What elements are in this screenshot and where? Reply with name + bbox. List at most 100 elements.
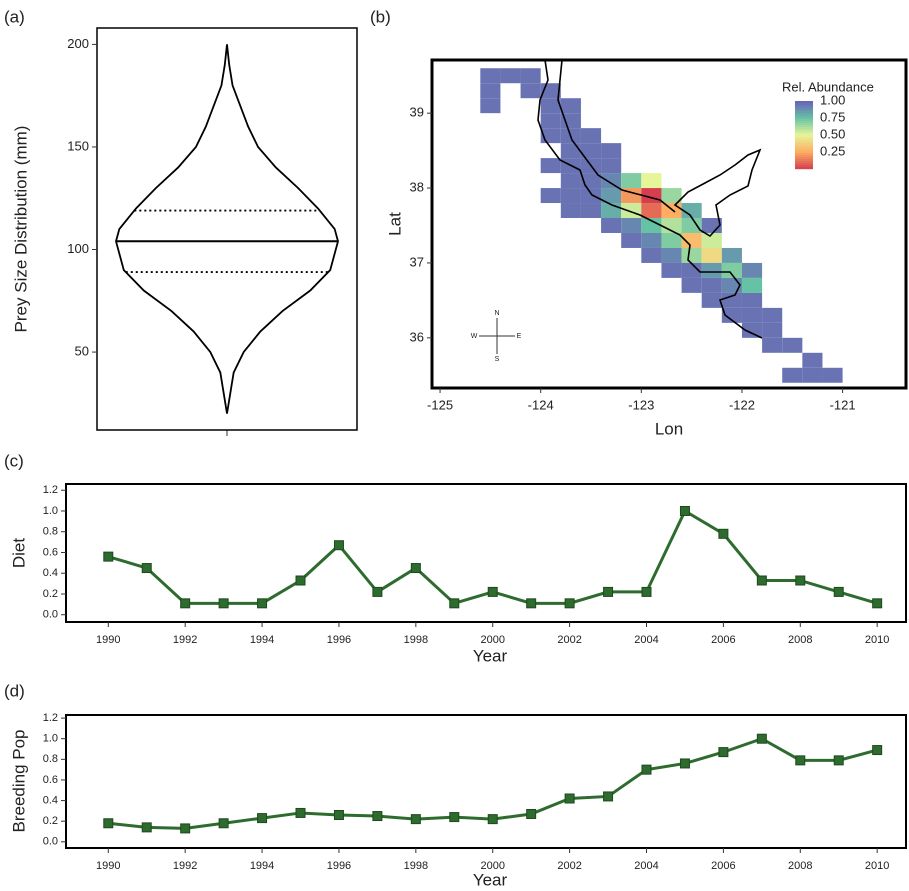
y-tick-label: 1.0 <box>43 733 58 745</box>
abundance-cell <box>701 262 722 278</box>
abundance-cell <box>540 98 561 114</box>
point-marker <box>487 814 498 825</box>
abundance-cell <box>621 232 642 248</box>
point-marker <box>295 575 306 586</box>
abundance-cell <box>621 173 642 189</box>
abundance-cell <box>741 322 763 338</box>
abundance-cell <box>802 367 823 383</box>
legend-swatch <box>795 127 813 130</box>
point-marker <box>872 745 883 756</box>
abundance-cell <box>520 68 541 84</box>
y-tick-label: 0.4 <box>43 794 58 806</box>
legend-swatch <box>795 103 813 106</box>
x-tick-label: 2004 <box>634 634 658 646</box>
legend-swatch <box>795 159 813 162</box>
x-tick-label: -122 <box>729 397 755 412</box>
legend-swatch <box>795 129 813 132</box>
legend-swatch <box>795 167 813 170</box>
shelf-line <box>557 59 676 213</box>
abundance-cell <box>580 203 602 219</box>
y-tick-label: 0.2 <box>43 815 58 827</box>
compass-letter: S <box>495 356 500 363</box>
abundance-cell <box>560 98 581 114</box>
abundance-cell <box>500 68 521 84</box>
legend-swatch <box>795 153 813 156</box>
point-marker <box>603 791 614 802</box>
legend-label: 0.50 <box>820 126 845 141</box>
y-tick-label: 100 <box>67 241 89 256</box>
x-tick-label: 2000 <box>480 860 504 872</box>
legend-swatch <box>795 125 813 128</box>
x-tick-label: 1998 <box>404 634 428 646</box>
y-tick-label: 0.4 <box>43 567 58 579</box>
point-marker <box>679 505 690 516</box>
legend-swatch <box>795 143 813 146</box>
plot-frame <box>96 27 358 431</box>
legend-swatch <box>795 163 813 166</box>
point-marker <box>410 814 421 825</box>
y-tick-label: 1.2 <box>43 712 58 724</box>
abundance-cell <box>721 262 742 278</box>
abundance-cell <box>560 143 581 159</box>
point-marker <box>487 586 498 597</box>
x-tick-label: -123 <box>628 397 654 412</box>
x-axis-title: Year <box>473 870 508 889</box>
point-marker <box>795 575 806 586</box>
x-tick-label: 1992 <box>173 860 197 872</box>
legend-swatch <box>795 131 813 134</box>
legend-swatch <box>795 121 813 124</box>
bay-outline <box>673 148 762 238</box>
abundance-cell <box>540 158 561 174</box>
x-tick-label: -125 <box>427 397 453 412</box>
x-tick-label: 1992 <box>173 634 197 646</box>
point-marker <box>564 793 575 804</box>
coastline <box>537 59 763 339</box>
abundance-cell <box>580 188 602 204</box>
abundance-cell <box>762 322 783 338</box>
legend-swatch <box>795 107 813 110</box>
y-tick-label: 200 <box>67 36 89 51</box>
x-tick-label: 2008 <box>788 860 812 872</box>
y-tick-label: 38 <box>410 179 424 194</box>
x-tick-label: 2000 <box>480 634 504 646</box>
abundance-cell <box>721 307 742 323</box>
point-marker <box>103 551 114 562</box>
legend-label: 1.00 <box>820 92 845 107</box>
y-tick-label: 37 <box>410 254 424 269</box>
abundance-cell <box>681 277 702 293</box>
point-marker <box>526 808 537 819</box>
abundance-cell <box>480 98 501 114</box>
abundance-cell <box>741 292 763 308</box>
y-axis-title: Lat <box>385 212 404 236</box>
abundance-cell <box>621 218 642 233</box>
legend-swatch <box>795 151 813 154</box>
x-axis-title: Lon <box>655 419 683 438</box>
point-marker <box>641 586 652 597</box>
point-marker <box>257 813 268 824</box>
abundance-cell <box>741 307 763 323</box>
legend-swatch <box>795 111 813 114</box>
abundance-cell <box>701 292 722 308</box>
point-marker <box>333 810 344 821</box>
y-tick-label: 39 <box>410 105 424 120</box>
point-marker <box>372 586 383 597</box>
x-tick-label: 2006 <box>711 634 735 646</box>
abundance-cell <box>681 203 702 219</box>
abundance-cell <box>540 188 561 204</box>
abundance-cell <box>641 218 662 233</box>
abundance-cell <box>601 218 622 233</box>
abundance-cell <box>560 188 581 204</box>
plot-frame <box>65 483 907 623</box>
coastline <box>537 59 763 339</box>
compass-letter: W <box>471 333 478 340</box>
plot-frame <box>65 714 907 849</box>
y-tick-label: 36 <box>410 329 424 344</box>
abundance-cell <box>802 352 823 368</box>
legend-swatch <box>795 135 813 138</box>
y-tick-label: 0.8 <box>43 753 58 765</box>
point-marker <box>180 823 191 834</box>
abundance-cell <box>661 262 682 278</box>
point-marker <box>872 598 883 609</box>
x-tick-label: 2004 <box>634 860 658 872</box>
abundance-cell <box>540 128 561 144</box>
